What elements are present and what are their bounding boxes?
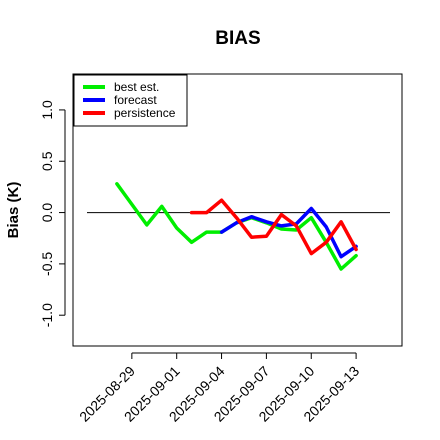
series-line-forecast bbox=[219, 206, 358, 259]
y-tick-label: 1.0 bbox=[39, 100, 55, 120]
series-line-best-est bbox=[115, 182, 358, 271]
legend-label-forecast: forecast bbox=[114, 93, 157, 107]
legend-label-persistence: persistence bbox=[114, 106, 176, 120]
y-axis-label: Bias (K) bbox=[5, 182, 22, 239]
y-tick-label: 0.0 bbox=[39, 203, 55, 223]
y-tick-label: -0.5 bbox=[39, 252, 55, 276]
plot-frame bbox=[72, 73, 403, 347]
legend-label-best-est: best est. bbox=[114, 80, 159, 94]
series-line-persistence bbox=[189, 198, 358, 256]
chart-title: BIAS bbox=[215, 28, 260, 49]
y-tick-label: -1.0 bbox=[39, 303, 55, 327]
y-tick-label: 0.5 bbox=[39, 151, 55, 171]
